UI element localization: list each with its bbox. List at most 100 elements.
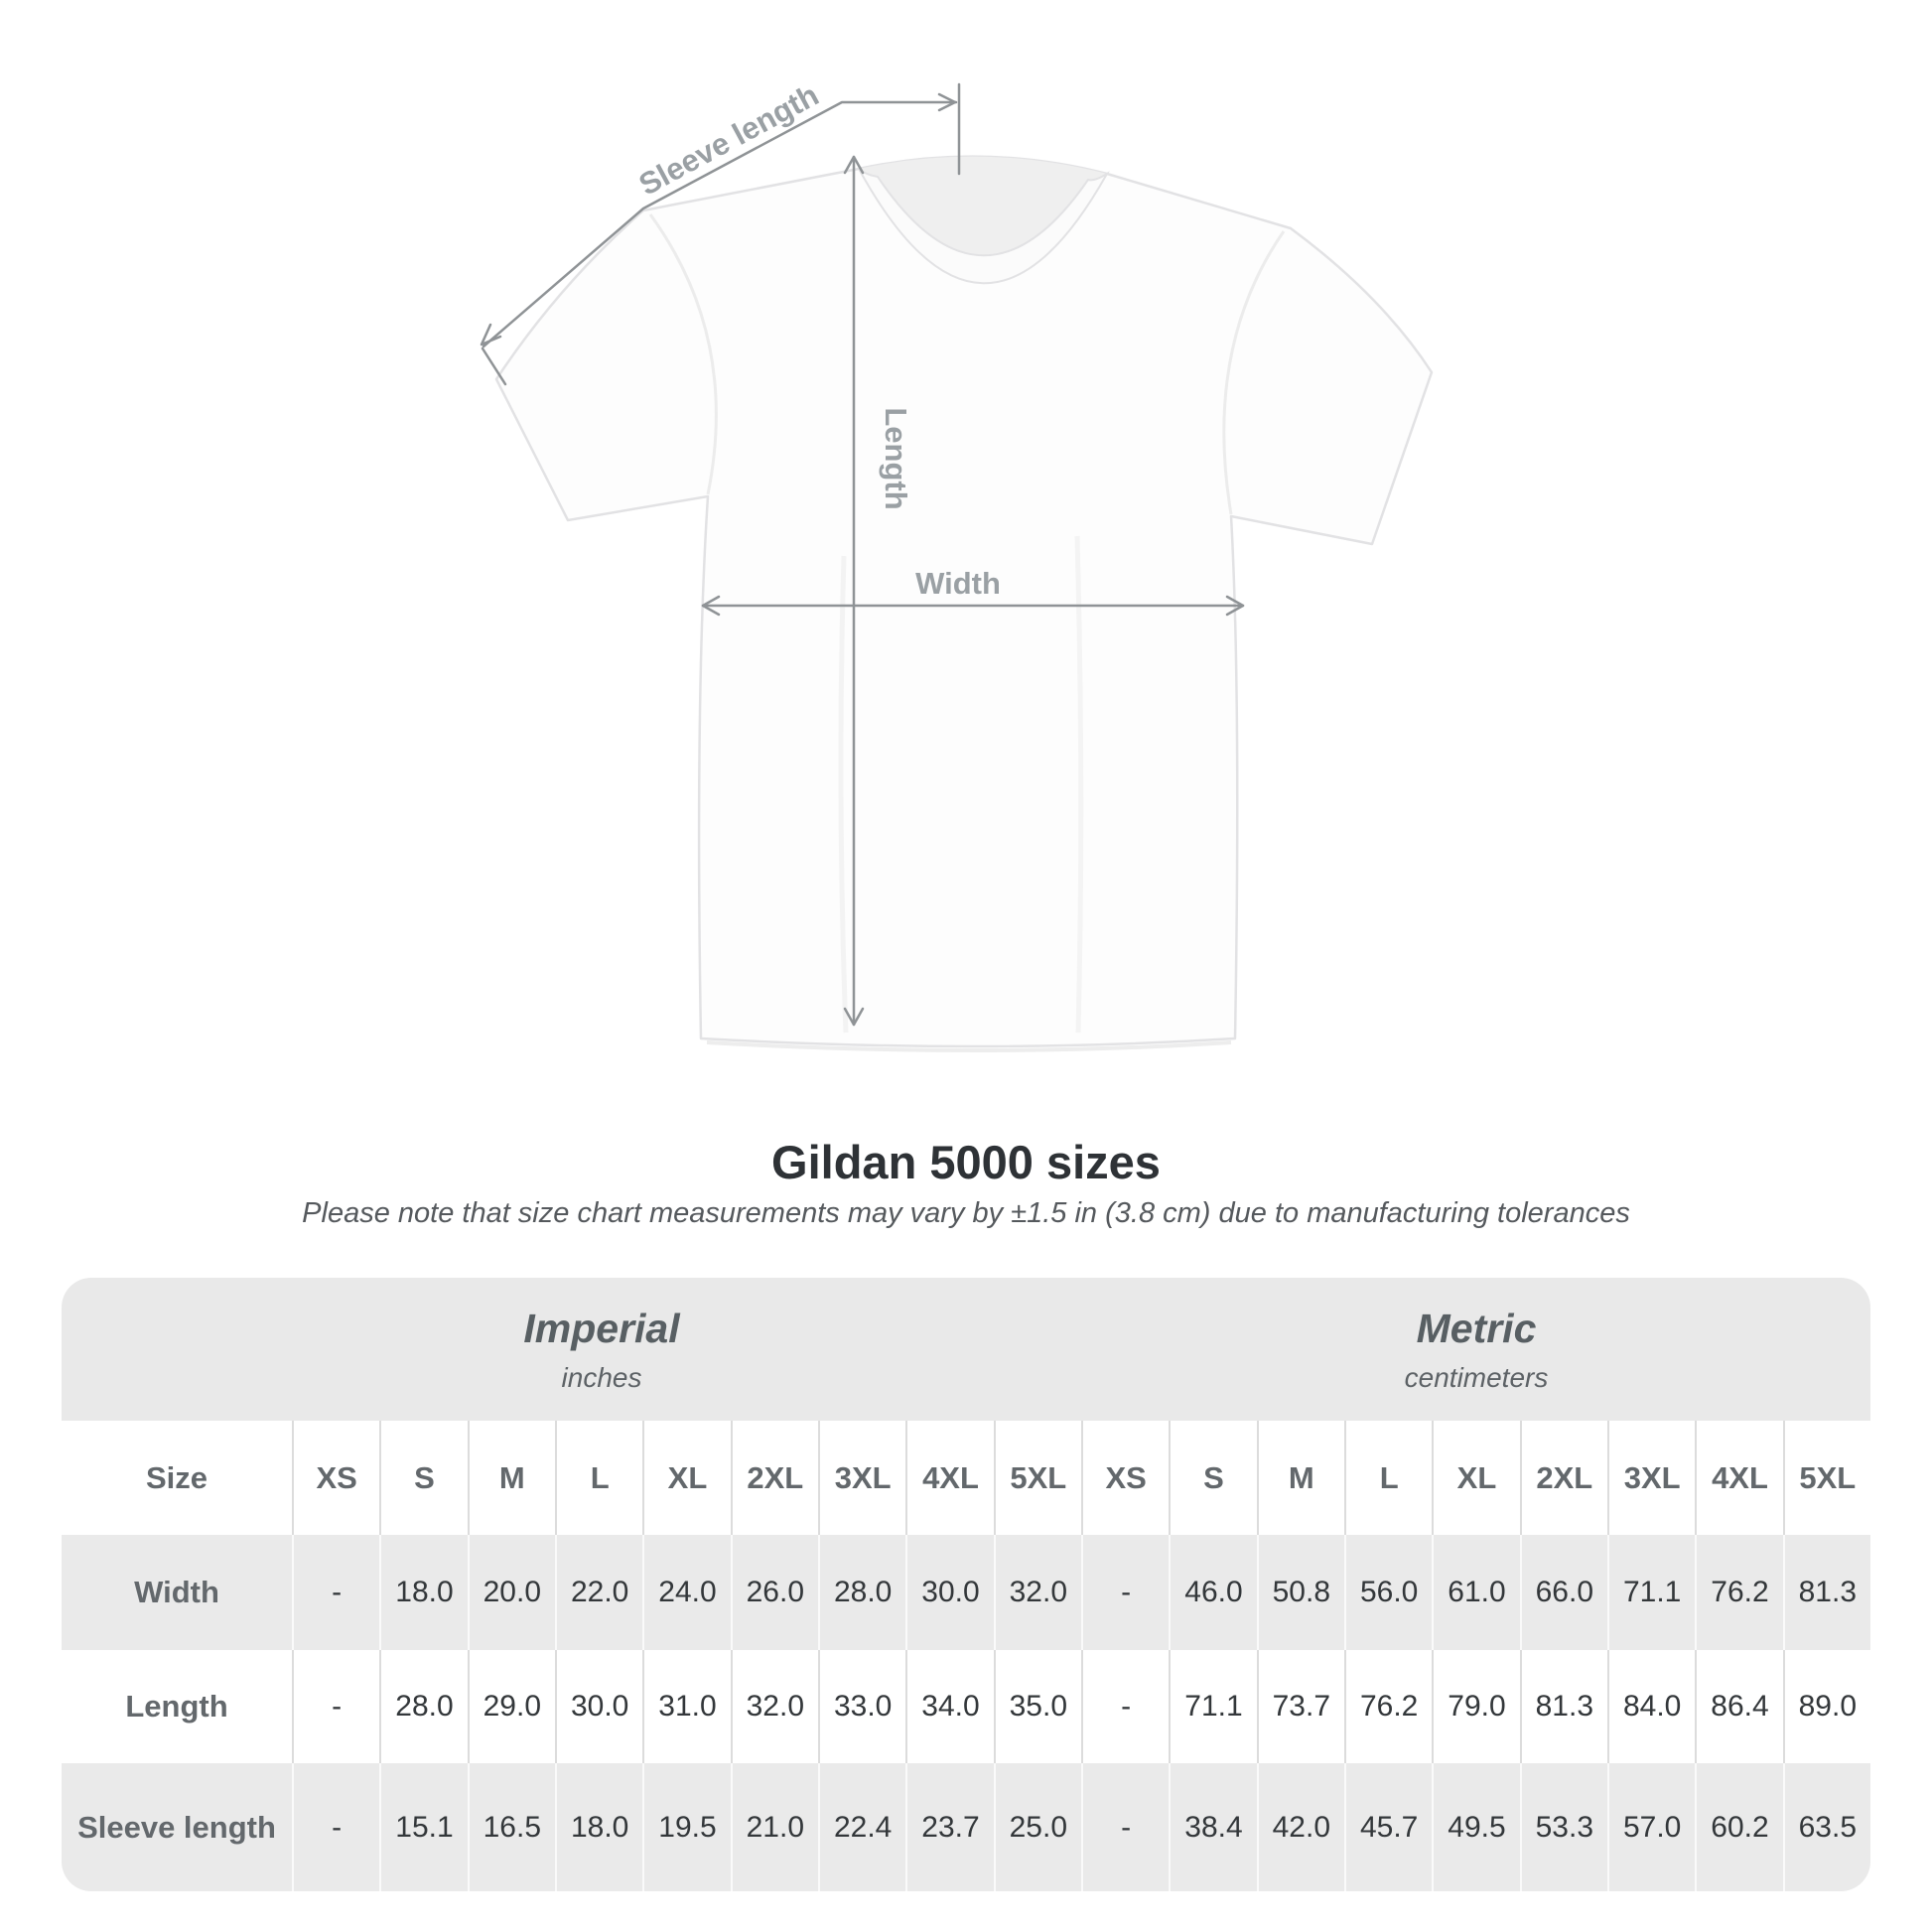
value-cell: -	[1081, 1535, 1169, 1650]
sleeve-measure-polyline	[482, 100, 958, 348]
value-cell: 35.0	[993, 1650, 1081, 1763]
page-title: Gildan 5000 sizes	[771, 1136, 1161, 1188]
value-cell: 22.4	[818, 1763, 905, 1891]
size-header: S	[1169, 1421, 1256, 1535]
size-header: L	[555, 1421, 642, 1535]
value-cell: 45.7	[1344, 1763, 1432, 1891]
value-cell: 19.5	[642, 1763, 730, 1891]
sleeve-right-arrowhead	[937, 92, 957, 112]
value-cell: 84.0	[1607, 1650, 1695, 1763]
value-cell: 61.0	[1432, 1535, 1519, 1650]
tolerance-note: Please note that size chart measurements…	[302, 1197, 1630, 1229]
size-header: 4XL	[1695, 1421, 1782, 1535]
size-header: M	[467, 1421, 555, 1535]
size-header: XS	[292, 1421, 379, 1535]
size-header: 3XL	[818, 1421, 905, 1535]
value-cell: 76.2	[1695, 1535, 1782, 1650]
value-cell: 63.5	[1782, 1763, 1870, 1891]
value-cell: 21.0	[730, 1763, 818, 1891]
value-cell: 79.0	[1432, 1650, 1519, 1763]
tshirt-body	[494, 155, 1434, 1048]
value-cell: 53.3	[1519, 1763, 1607, 1891]
value-cell: 71.1	[1169, 1650, 1256, 1763]
unit-group-metric: Metric centimeters	[1082, 1278, 1870, 1421]
tshirt-illustration	[494, 155, 1434, 1052]
tshirt-diagram-svg: Sleeve length Length Width	[480, 77, 1434, 1052]
unit-header-band: Imperial inches Metric centimeters	[62, 1278, 1870, 1421]
unit-group-imperial: Imperial inches	[62, 1278, 1082, 1421]
size-header: 4XL	[905, 1421, 993, 1535]
size-header: S	[379, 1421, 467, 1535]
size-header: XS	[1081, 1421, 1169, 1535]
value-cell: 56.0	[1344, 1535, 1432, 1650]
row-label: Length	[125, 1689, 228, 1724]
value-cell: -	[292, 1650, 379, 1763]
value-cell: -	[1081, 1763, 1169, 1891]
value-cell: 28.0	[818, 1535, 905, 1650]
width-measure-line	[701, 595, 1245, 617]
size-header: XL	[642, 1421, 730, 1535]
value-cell: 34.0	[905, 1650, 993, 1763]
value-cell: 22.0	[555, 1535, 642, 1650]
sleeve-length-measure-line	[480, 82, 961, 386]
value-cell: 46.0	[1169, 1535, 1256, 1650]
value-cell: 60.2	[1695, 1763, 1782, 1891]
value-cell: 24.0	[642, 1535, 730, 1650]
right-sleeve-seam	[1222, 230, 1286, 515]
value-cell: 32.0	[993, 1535, 1081, 1650]
value-cell: 71.1	[1607, 1535, 1695, 1650]
value-cell: 20.0	[467, 1535, 555, 1650]
value-cell: 42.0	[1256, 1763, 1344, 1891]
size-header: 2XL	[730, 1421, 818, 1535]
table-row-sleeve-length: Sleeve length - 15.1 16.5 18.0 19.5 21.0…	[62, 1763, 1870, 1891]
value-cell: 15.1	[379, 1763, 467, 1891]
table-row-width: Width - 18.0 20.0 22.0 24.0 26.0 28.0 30…	[62, 1535, 1870, 1650]
width-right-arrowhead	[1225, 595, 1245, 617]
size-header: M	[1256, 1421, 1344, 1535]
value-cell: 23.7	[905, 1763, 993, 1891]
width-left-arrowhead	[701, 595, 721, 617]
value-cell: 30.0	[555, 1650, 642, 1763]
collar-band	[858, 168, 1110, 285]
value-cell: 38.4	[1169, 1763, 1256, 1891]
value-cell: 50.8	[1256, 1535, 1344, 1650]
value-cell: 66.0	[1519, 1535, 1607, 1650]
size-header: 3XL	[1607, 1421, 1695, 1535]
sleeve-end-tick	[481, 346, 507, 386]
value-cell: -	[292, 1763, 379, 1891]
value-cell: -	[292, 1535, 379, 1650]
row-label: Width	[134, 1575, 219, 1609]
value-cell: 76.2	[1344, 1650, 1432, 1763]
value-cell: 49.5	[1432, 1763, 1519, 1891]
width-label: Width	[915, 566, 1001, 601]
value-cell: -	[1081, 1650, 1169, 1763]
sleeve-arrowhead	[480, 323, 502, 346]
size-chart-table: Imperial inches Metric centimeters Size …	[62, 1278, 1870, 1891]
imperial-unit-label: inches	[561, 1361, 642, 1393]
crease-left	[838, 555, 849, 1034]
hem-shadow	[706, 1040, 1232, 1052]
table-row-length: Length - 28.0 29.0 30.0 31.0 32.0 33.0 3…	[62, 1650, 1870, 1763]
value-cell: 57.0	[1607, 1763, 1695, 1891]
value-cell: 18.0	[379, 1535, 467, 1650]
value-cell: 86.4	[1695, 1650, 1782, 1763]
length-label: Length	[879, 407, 913, 509]
length-top-arrowhead	[843, 155, 865, 175]
left-sleeve-seam	[648, 213, 718, 495]
value-cell: 73.7	[1256, 1650, 1344, 1763]
size-col-header: Size	[145, 1459, 208, 1495]
length-measure-line	[843, 155, 865, 1027]
size-header: 2XL	[1519, 1421, 1607, 1535]
value-cell: 29.0	[467, 1650, 555, 1763]
length-bottom-arrowhead	[843, 1007, 865, 1027]
value-cell: 16.5	[467, 1763, 555, 1891]
imperial-heading: Imperial	[523, 1305, 680, 1351]
value-cell: 33.0	[818, 1650, 905, 1763]
metric-heading: Metric	[1416, 1305, 1537, 1351]
value-cell: 89.0	[1782, 1650, 1870, 1763]
size-header: L	[1344, 1421, 1432, 1535]
value-cell: 31.0	[642, 1650, 730, 1763]
value-cell: 81.3	[1519, 1650, 1607, 1763]
value-cell: 32.0	[730, 1650, 818, 1763]
size-header: 5XL	[993, 1421, 1081, 1535]
